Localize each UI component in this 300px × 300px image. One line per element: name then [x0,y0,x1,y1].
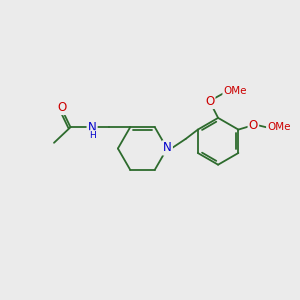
Text: N: N [88,121,97,134]
Text: N: N [163,141,172,154]
Text: H: H [89,131,95,140]
Text: O: O [57,101,66,114]
Text: OMe: OMe [224,86,247,96]
Text: O: O [249,118,258,132]
Text: O: O [205,95,214,108]
Text: OMe: OMe [267,122,291,133]
